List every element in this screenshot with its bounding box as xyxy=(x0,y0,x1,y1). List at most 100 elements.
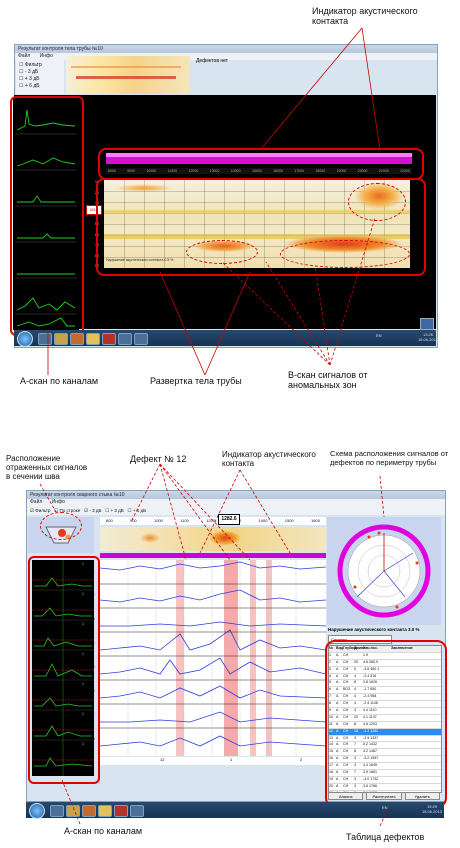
table-row[interactable]: 6 А ВОЗ 4 -1.7 650 xyxy=(329,687,441,695)
table-row[interactable]: 14 А СН 7 5.2 1432 xyxy=(329,742,441,750)
table-cell: 5 xyxy=(354,666,356,671)
table-cell: 3 xyxy=(354,776,356,781)
overview-heatmap[interactable] xyxy=(66,56,190,94)
folder-icon-2[interactable] xyxy=(66,805,80,817)
table-cell: 3.6 1766 xyxy=(363,783,377,788)
filter-checkbox[interactable]: ☐ Фильтр xyxy=(19,62,42,68)
table-cell: А xyxy=(336,721,339,726)
table-row[interactable]: 7 А СН 4 -2.4 958 xyxy=(329,694,441,702)
table-cell: 7 xyxy=(354,770,356,775)
table-row[interactable]: 13 А СН 3 -3.9 1337 xyxy=(329,736,441,743)
lang-indicator-2[interactable]: EN xyxy=(382,805,388,810)
explorer-icon[interactable] xyxy=(86,333,100,345)
plus6db-checkbox[interactable]: ☐ + 6 дБ xyxy=(19,83,40,89)
menu-info-2[interactable]: Инфо xyxy=(51,499,65,505)
table-cell: 5 xyxy=(329,680,331,685)
start-button-2[interactable] xyxy=(29,803,45,819)
filter-toolbar: ☑ Фильтр ☐ По строке ☑ - 3 дБ ☐ + 3 дБ ☐… xyxy=(27,506,445,515)
plus3db-checkbox-2[interactable]: ☐ + 3 дБ xyxy=(105,508,124,513)
print-button[interactable]: Распечатать xyxy=(366,792,402,800)
b-scan-strip[interactable] xyxy=(100,527,326,551)
table-cell: СН xyxy=(343,714,349,719)
table-row[interactable]: 16 А СН 3 -3.2 1597 xyxy=(329,756,441,764)
table-cell: 14 xyxy=(329,742,333,747)
table-cell: 5.2 1432 xyxy=(363,742,377,747)
table-row[interactable]: 9 А СН 3 4.4 1110 xyxy=(329,708,441,715)
table-header-cell: Заключение xyxy=(391,646,413,650)
menu-file[interactable]: Файл xyxy=(18,53,31,59)
anomaly-zone-3 xyxy=(280,240,410,268)
media-icon-2[interactable] xyxy=(82,805,96,817)
table-cell: 4 xyxy=(329,673,331,678)
table-row[interactable]: 12 А СН 18 -1.2 1282 xyxy=(329,728,441,736)
table-row[interactable]: 11 А СН 8 4.6 1203 xyxy=(329,722,441,729)
menu-bar-2: Файл Инфо xyxy=(27,499,445,506)
by-row-checkbox[interactable]: ☐ По строке xyxy=(54,508,81,513)
table-cell: 8 xyxy=(329,701,331,706)
table-cell: -4.0 1732 xyxy=(363,776,379,781)
table-cell: 18 xyxy=(329,770,333,775)
anomaly-zone-2 xyxy=(186,240,258,264)
table-cell: А xyxy=(336,659,339,664)
table-row[interactable]: 1 А СН 1.9 xyxy=(329,653,441,660)
table-row[interactable]: 20 А СН 3 3.6 1766 xyxy=(329,784,441,791)
lang-indicator[interactable]: EN xyxy=(376,333,382,338)
table-cell: А xyxy=(336,742,339,747)
table-cell: А xyxy=(336,714,339,719)
ie-icon-2[interactable] xyxy=(50,805,64,817)
ie-icon[interactable] xyxy=(38,333,52,345)
table-row[interactable]: 8 А СН 4 -2.4 1146 xyxy=(329,701,441,709)
table-row[interactable]: 4 А СН 4 -2.4 516 xyxy=(329,674,441,681)
b-scan-highlight xyxy=(96,178,426,276)
table-row[interactable]: 15 А СН 8 3.2 1487 xyxy=(329,749,441,757)
annotation-defect-scheme: Схема расположения сигналов от дефектов … xyxy=(330,449,449,467)
plus3db-checkbox[interactable]: ☐ + 3 дБ xyxy=(19,76,40,82)
menu-file-2[interactable]: Файл xyxy=(30,499,43,505)
table-cell: СН xyxy=(343,770,349,775)
window-icon[interactable] xyxy=(118,333,132,345)
app-icon-2[interactable] xyxy=(114,805,128,817)
table-row[interactable]: 3 А СН 5 -3.6 460 1 xyxy=(329,667,441,674)
start-button[interactable] xyxy=(17,331,33,347)
app-icon[interactable] xyxy=(102,333,116,345)
annotation-reflected-signals: Расположение отраженных сигналов в сечен… xyxy=(6,454,88,482)
table-row[interactable]: 10 А СН 20 4.1 1147 xyxy=(329,715,441,722)
table-row[interactable]: 19 А СН 3 -4.0 1732 xyxy=(329,777,441,784)
channel-sweep-plot[interactable]: К1 К2 К3 К4 К5 К6 К7 К8 xyxy=(90,560,326,756)
circumference-scheme[interactable] xyxy=(327,517,441,625)
menu-info[interactable]: Инфо xyxy=(39,53,53,59)
window-icon-3[interactable] xyxy=(130,805,144,817)
table-row[interactable]: 5 А СН 8 3.8 1626 xyxy=(329,680,441,688)
defect-table[interactable]: № ВидГлубинаДлинаНач.поз. Заключение 1 А СН 1… xyxy=(328,645,442,793)
analyze-button[interactable]: Анализ xyxy=(328,792,364,800)
table-cell: СН xyxy=(343,728,349,733)
annotation-acoustic-contact-top: Индикатор акустического контакта xyxy=(312,6,418,27)
table-header-cell: Глубина xyxy=(343,646,358,650)
filter-checkbox-2[interactable]: ☑ Фильтр xyxy=(30,508,51,513)
window-title: Результат контроля тела трубы №10 xyxy=(15,45,437,53)
annotation-acoustic-contact-bottom: Индикатор акустического контакта xyxy=(222,450,316,469)
folder-icon[interactable] xyxy=(54,333,68,345)
table-header-cell: Нач.поз. xyxy=(363,646,378,650)
media-icon[interactable] xyxy=(70,333,84,345)
table-row[interactable]: 2 А СН 20 4.6 365.9 xyxy=(329,660,441,667)
delete-button[interactable]: Удалить xyxy=(404,792,440,800)
table-row[interactable]: 18 А СН 7 3.9 1681 xyxy=(329,770,441,777)
explorer-icon-2[interactable] xyxy=(98,805,112,817)
position-readout[interactable]: 1282.6 xyxy=(218,514,240,525)
signals-select[interactable]: Сигналы xyxy=(328,635,392,644)
table-cell: А xyxy=(336,728,339,733)
table-cell: 15 xyxy=(329,749,333,754)
minus3db-checkbox-2[interactable]: ☑ - 3 дБ xyxy=(84,508,102,513)
plus6db-checkbox-2[interactable]: ☐ + 6 дБ xyxy=(127,508,147,513)
corner-icon[interactable] xyxy=(420,318,434,330)
table-row[interactable]: 17 А СН 3 4.4 1645 xyxy=(329,763,441,771)
window-icon-2[interactable] xyxy=(134,333,148,345)
table-cell: А xyxy=(336,652,339,657)
table-cell: СН xyxy=(343,776,349,781)
table-row[interactable]: 21АСН53.1 1800 xyxy=(329,791,441,792)
table-cell: 16 xyxy=(329,756,333,761)
minus3db-checkbox[interactable]: ☐ - 3 дБ xyxy=(19,69,39,75)
